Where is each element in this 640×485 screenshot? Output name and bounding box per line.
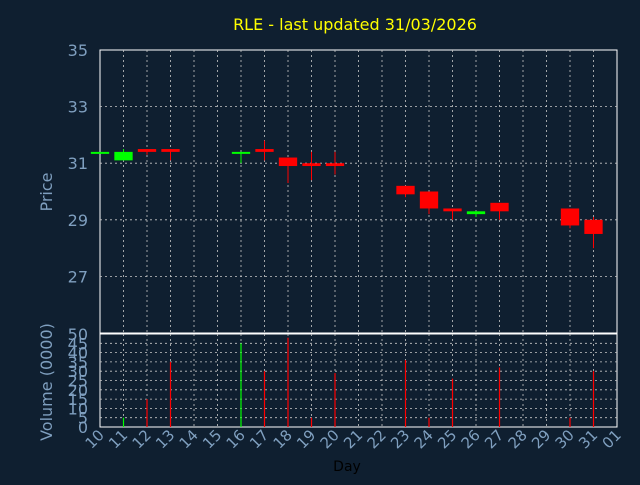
candle-body — [466, 211, 486, 215]
volume-tick-label: 0 — [78, 418, 88, 437]
price-tick-label: 27 — [68, 267, 88, 286]
volume-bars — [122, 337, 595, 427]
candle-body — [114, 151, 133, 161]
candle-body — [255, 149, 274, 152]
volume-tick-label: 5 — [78, 409, 88, 428]
volume-tick-label: 50 — [68, 325, 88, 344]
volume-tick-label: 20 — [68, 381, 88, 400]
candle-body — [584, 219, 603, 234]
volume-tick-label: 10 — [68, 399, 88, 418]
volume-tick-label: 30 — [68, 362, 88, 381]
candle-body — [443, 208, 462, 212]
candle-body — [90, 151, 110, 154]
candle-body — [560, 208, 580, 226]
price-axis-label: Price — [37, 172, 56, 211]
volume-tick-label: 40 — [68, 344, 88, 363]
candle-body — [231, 151, 251, 154]
chart-title: RLE - last updated 31/03/2026 — [233, 15, 477, 34]
x-axis: 1011121314151617181920212223242526272829… — [82, 426, 625, 452]
volume-tick-label: 15 — [68, 390, 88, 409]
price-axis: 27 29 31 33 35 — [68, 41, 88, 286]
candle-body — [396, 185, 415, 195]
volume-axis-label: Volume (0000) — [37, 323, 56, 441]
volume-tick-label: 45 — [68, 334, 88, 353]
candlesticks — [90, 140, 603, 249]
candle-body — [278, 157, 298, 167]
price-tick-label: 29 — [68, 211, 88, 230]
candle-body — [325, 163, 345, 167]
candle-body — [302, 163, 321, 167]
candle-body — [137, 149, 157, 152]
candle-body — [490, 202, 509, 212]
price-tick-label: 35 — [68, 41, 88, 60]
price-tick-label: 33 — [68, 98, 88, 117]
candle-body — [161, 149, 180, 152]
volume-tick-label: 25 — [68, 372, 88, 391]
candle-body — [419, 191, 439, 209]
price-tick-label: 31 — [68, 154, 88, 173]
volume-tick-label: 35 — [68, 353, 88, 372]
x-axis-label: Day — [333, 459, 361, 475]
